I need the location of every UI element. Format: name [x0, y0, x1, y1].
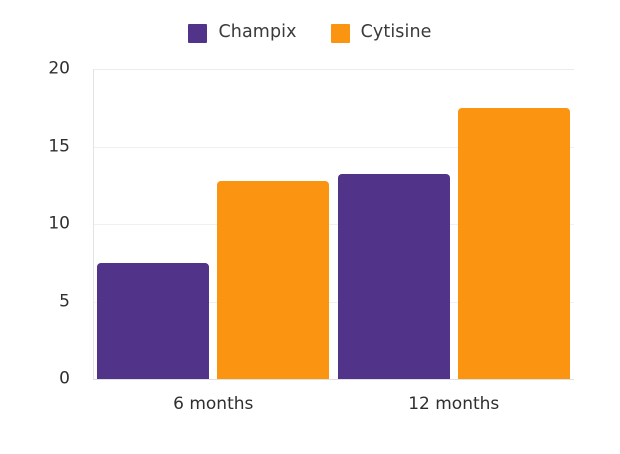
gridline	[93, 146, 574, 148]
y-axis-tick-label: 0	[59, 368, 70, 389]
legend-item-champix[interactable]: Champix	[188, 22, 297, 43]
bar-cytisine-12-months[interactable]	[457, 107, 570, 379]
gridline	[93, 69, 574, 70]
legend-label-champix: Champix	[218, 22, 297, 43]
y-axis-tick-label: 15	[48, 136, 70, 156]
y-axis-tick-label: 5	[59, 291, 70, 311]
x-axis-line	[93, 379, 574, 380]
legend-swatch-icon-champix	[188, 23, 208, 43]
gridlines	[93, 69, 574, 379]
bar-champix-6-months[interactable]	[97, 262, 210, 379]
gridline	[93, 301, 574, 303]
bar-group	[93, 69, 334, 379]
legend-swatch-icon-cytisine	[330, 23, 350, 43]
x-axis-labels: 6 months 12 months	[93, 396, 574, 426]
y-axis-line	[93, 69, 94, 380]
legend-item-cytisine[interactable]: Cytisine	[330, 22, 432, 43]
bar-champix-12-months[interactable]	[337, 174, 450, 379]
y-axis-tick-label: 20	[48, 58, 70, 79]
legend-label-cytisine: Cytisine	[360, 22, 432, 43]
y-axis-labels: 20 15 10 5 0	[0, 0, 86, 454]
bar-group	[334, 69, 575, 379]
x-axis-tick-label: 6 months	[173, 394, 254, 414]
bars-container	[93, 69, 574, 379]
bar-cytisine-6-months[interactable]	[217, 180, 330, 379]
gridline	[93, 224, 574, 225]
x-axis-tick-label: 12 months	[408, 394, 500, 414]
y-axis-tick-label: 10	[48, 213, 70, 234]
chart-legend: Champix Cytisine	[0, 16, 620, 50]
